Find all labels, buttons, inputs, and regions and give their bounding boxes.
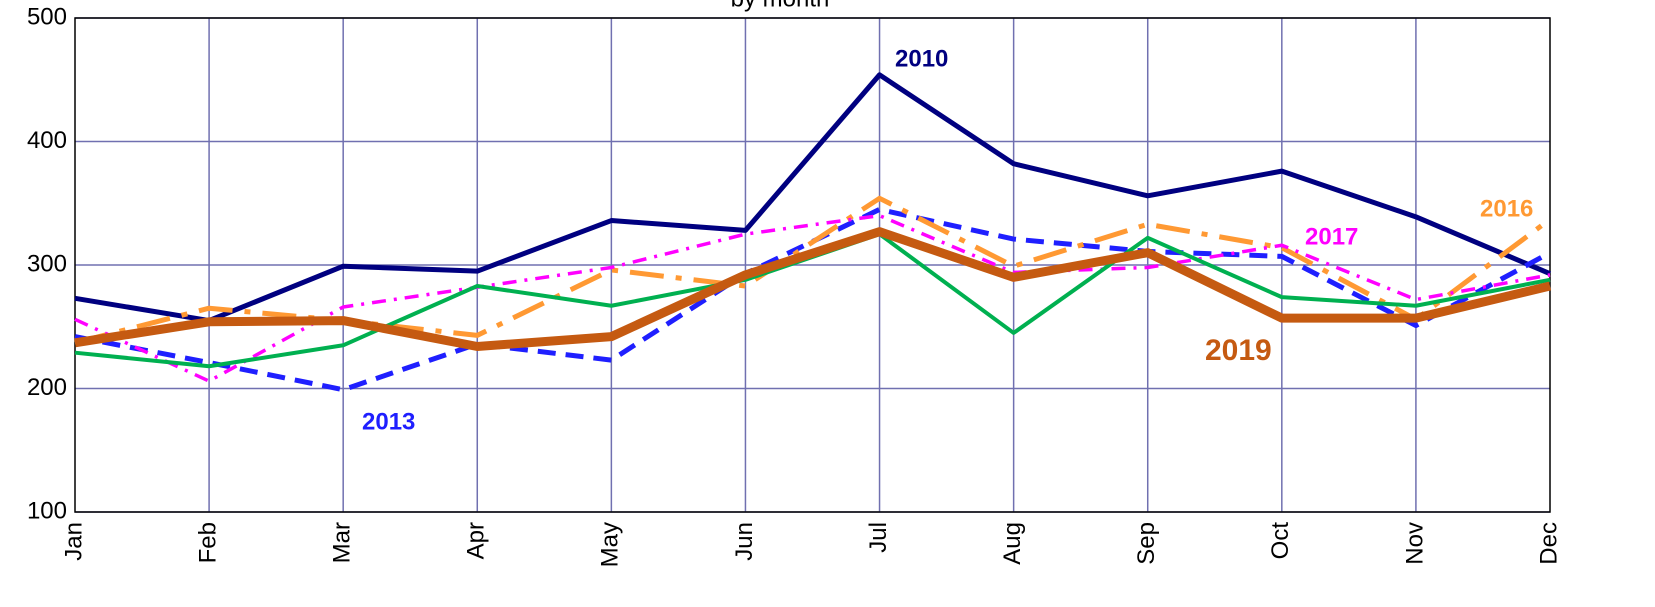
x-tick-label: Nov (1401, 522, 1428, 565)
x-tick-label: Apr (463, 522, 490, 559)
series-label: 2019 (1205, 334, 1272, 367)
y-tick-label: 400 (27, 127, 67, 154)
series-line (74, 206, 1552, 393)
series-label: 2010 (895, 45, 948, 72)
x-tick-label: Aug (999, 522, 1026, 565)
x-tick-label: Jun (731, 522, 758, 561)
series-line (74, 72, 1551, 324)
x-tick-label: Mar (329, 522, 356, 563)
series-label: 2016 (1480, 195, 1533, 222)
x-tick-label: Dec (1535, 522, 1562, 565)
x-tick-label: Jul (865, 522, 892, 553)
y-tick-label: 300 (27, 250, 67, 277)
series-label: 2017 (1305, 223, 1358, 250)
y-tick-label: 500 (27, 3, 67, 30)
series-line (74, 227, 1552, 352)
x-tick-label: Sep (1133, 522, 1160, 565)
x-tick-label: Jan (60, 522, 87, 561)
x-tick-label: May (597, 522, 624, 567)
plot-frame (74, 17, 1551, 513)
series-label: 2013 (362, 408, 415, 435)
series-line (74, 195, 1552, 346)
chart-title: by month (731, 0, 830, 12)
x-tick-label: Oct (1267, 522, 1294, 560)
x-tick-label: Feb (194, 522, 221, 563)
y-tick-label: 200 (27, 374, 67, 401)
y-tick-label: 100 (27, 497, 67, 524)
